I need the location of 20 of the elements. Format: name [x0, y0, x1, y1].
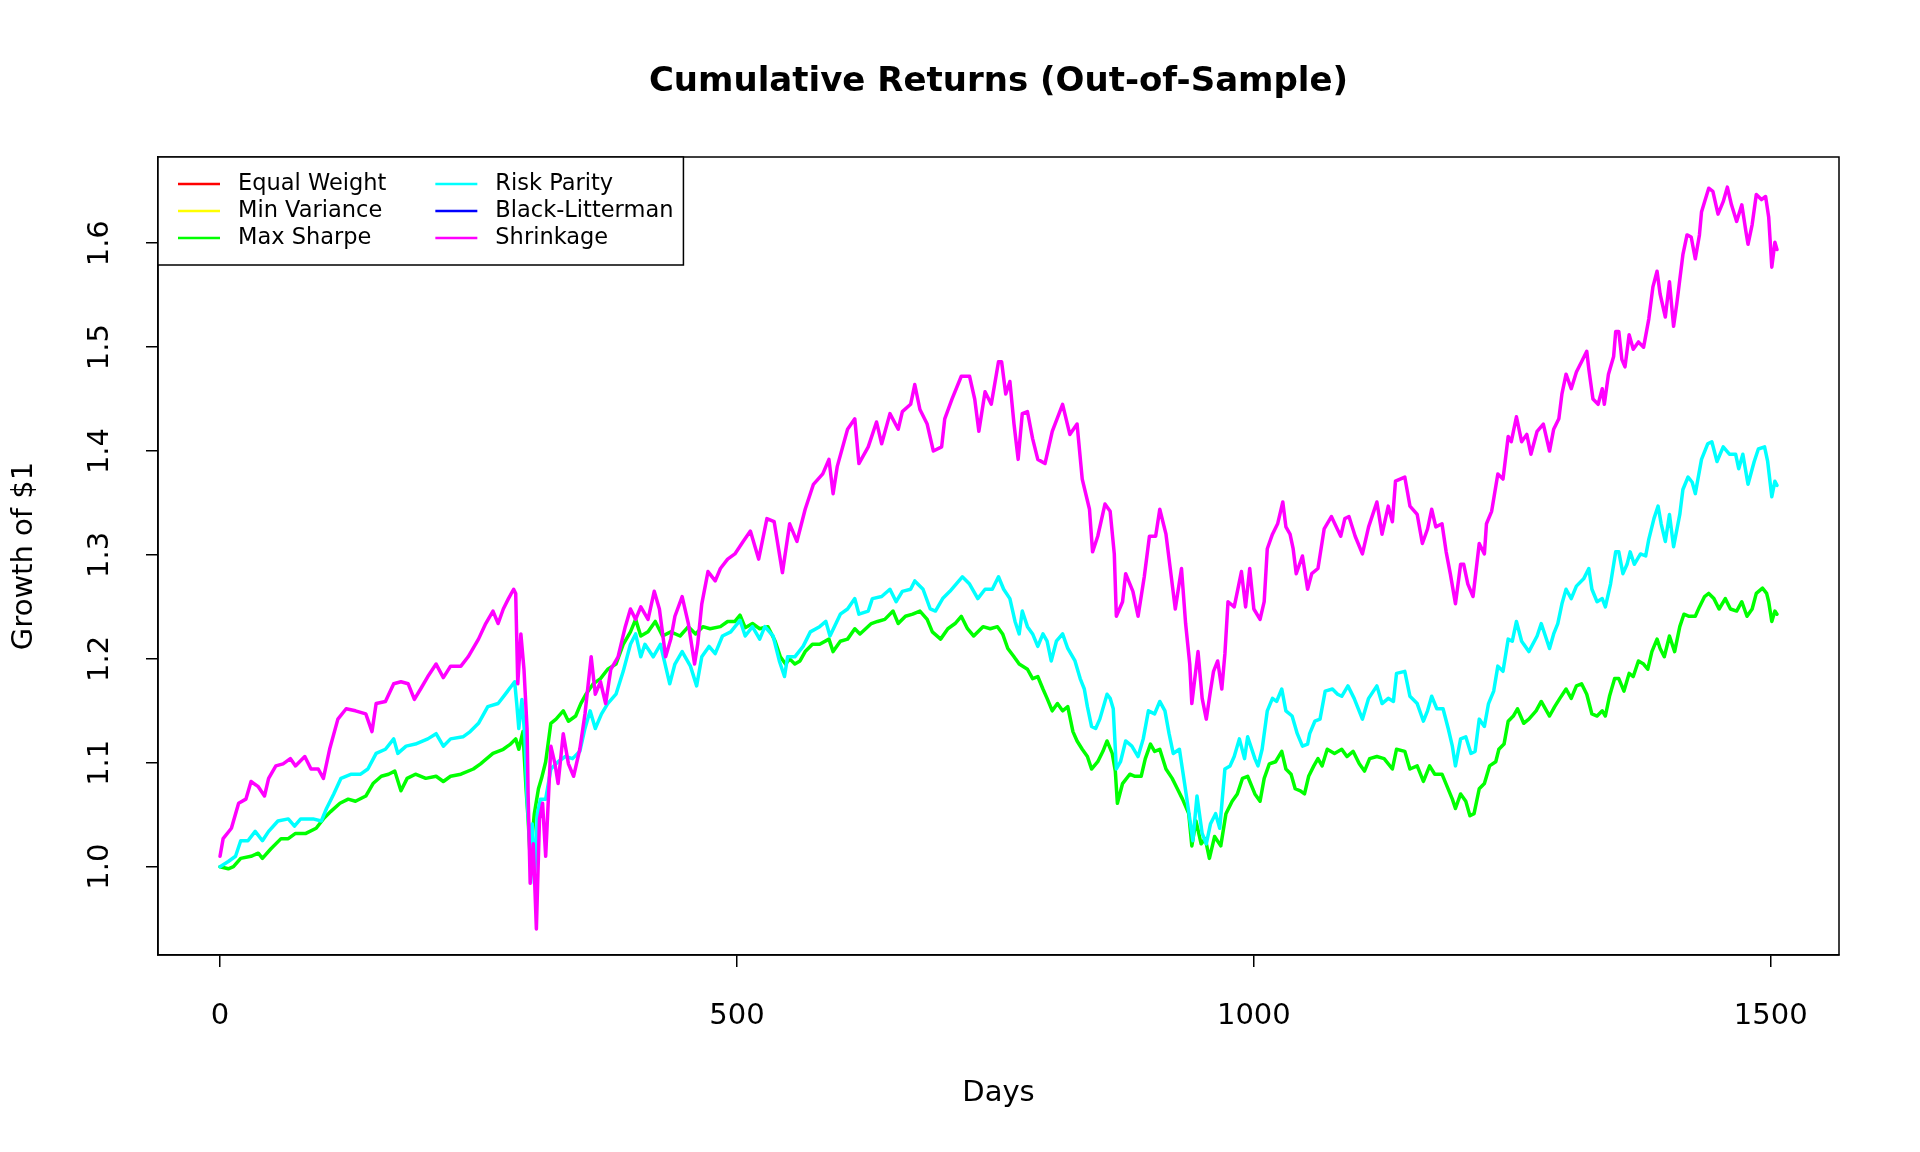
x-tick-label: 0 — [210, 996, 230, 1031]
x-tick-label: 1000 — [1216, 996, 1291, 1031]
legend-label: Shrinkage — [495, 222, 609, 249]
y-tick-label: 1.1 — [80, 739, 115, 786]
legend-label: Equal Weight — [238, 168, 387, 195]
y-tick-label: 1.4 — [80, 427, 115, 475]
x-tick-label: 1500 — [1733, 996, 1808, 1031]
legend-label: Min Variance — [238, 195, 383, 222]
legend-label: Black-Litterman — [495, 195, 674, 222]
chart-title: Cumulative Returns (Out-of-Sample) — [648, 58, 1349, 99]
y-tick-label: 1.2 — [80, 635, 115, 682]
y-tick-label: 1.6 — [80, 220, 115, 267]
x-tick-label: 500 — [709, 996, 765, 1031]
y-tick-label: 1.5 — [80, 324, 115, 371]
x-axis-title: Days — [962, 1073, 1035, 1108]
y-tick-label: 1.0 — [80, 843, 115, 890]
legend-label: Max Sharpe — [238, 222, 372, 249]
legend-label: Risk Parity — [495, 168, 614, 195]
y-axis-title: Growth of $1 — [4, 461, 39, 651]
y-tick-label: 1.3 — [80, 531, 115, 579]
